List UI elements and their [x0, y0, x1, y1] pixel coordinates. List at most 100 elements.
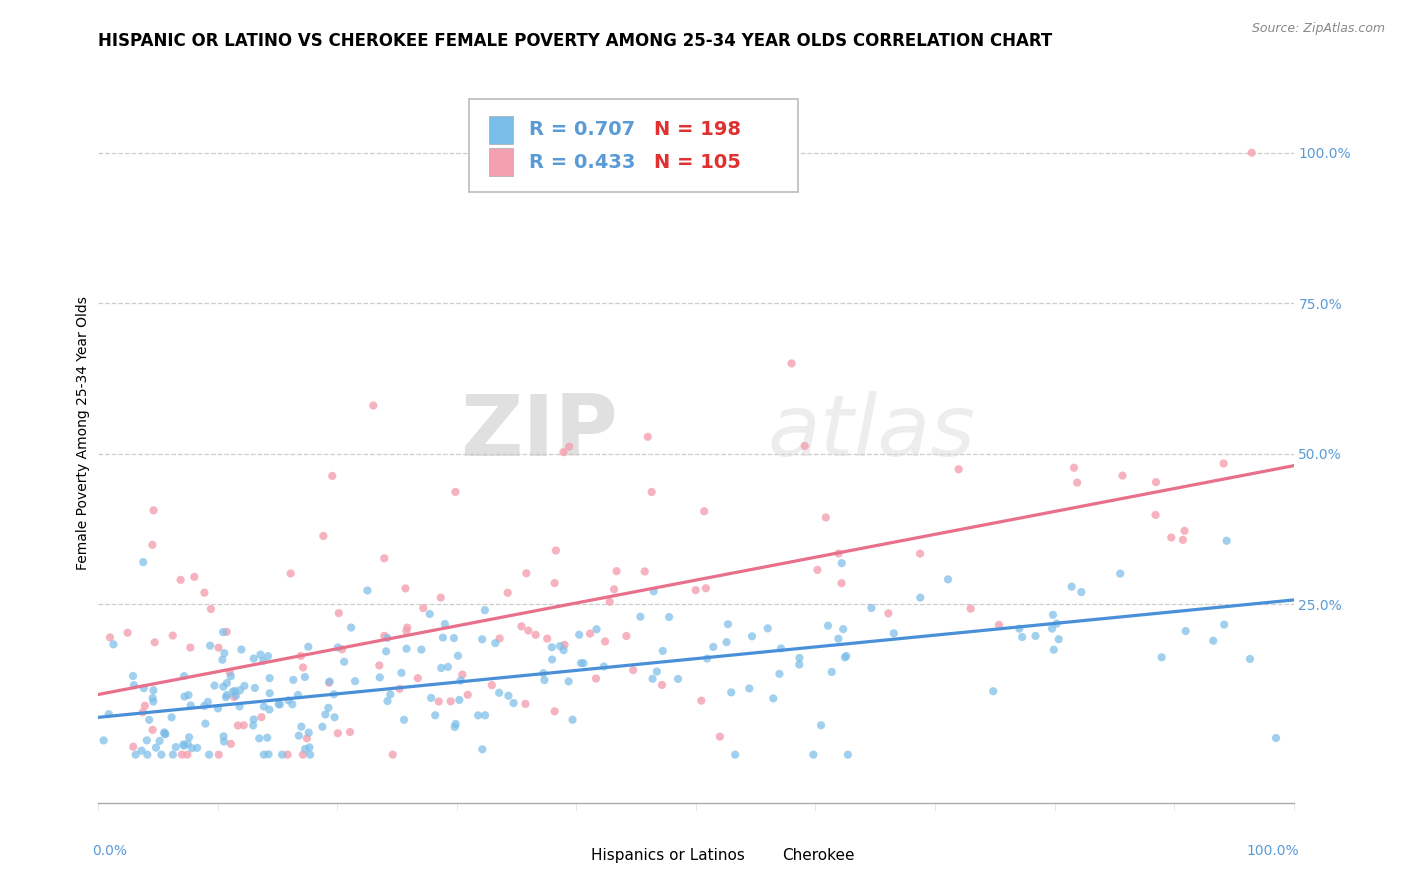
Point [198, 747, 221, 762]
Point [533, 673, 555, 687]
Point [481, 678, 503, 692]
Point [543, 576, 565, 591]
Point [780, 356, 803, 370]
Point [250, 710, 273, 724]
Point [1213, 617, 1236, 632]
Point [1066, 475, 1088, 490]
Point [1011, 630, 1033, 644]
Point [395, 624, 418, 638]
Point [406, 671, 429, 685]
Point [212, 680, 235, 694]
Point [295, 731, 318, 746]
Point [834, 650, 856, 665]
Point [229, 683, 252, 698]
Point [132, 555, 155, 569]
Point [253, 699, 276, 714]
Point [741, 629, 763, 643]
Point [605, 564, 627, 578]
Point [1150, 650, 1173, 665]
Point [554, 638, 576, 652]
Point [510, 619, 533, 633]
Point [277, 693, 299, 707]
Point [318, 674, 340, 689]
Point [326, 640, 349, 655]
Point [756, 621, 779, 635]
Point [249, 648, 271, 662]
Point [444, 484, 467, 499]
Point [142, 695, 165, 709]
Point [269, 698, 291, 712]
Point [484, 636, 506, 650]
Point [440, 694, 463, 708]
Point [377, 631, 399, 645]
Point [224, 684, 246, 698]
Point [125, 747, 148, 762]
Point [247, 731, 270, 746]
Point [98, 631, 121, 645]
Point [363, 399, 385, 413]
Point [835, 648, 858, 663]
Point [392, 713, 415, 727]
Point [793, 439, 815, 453]
Point [257, 747, 280, 762]
Point [177, 688, 200, 702]
Point [1212, 457, 1234, 471]
Point [1265, 731, 1288, 745]
Point [810, 718, 832, 732]
Point [141, 538, 163, 552]
Point [373, 551, 395, 566]
Point [177, 737, 200, 751]
Point [212, 729, 235, 743]
Point [218, 665, 240, 680]
Point [215, 676, 238, 690]
Point [132, 705, 155, 719]
Point [318, 675, 340, 690]
FancyBboxPatch shape [489, 148, 513, 177]
Point [231, 642, 253, 657]
Point [498, 689, 520, 703]
Point [204, 679, 226, 693]
Point [451, 667, 474, 681]
FancyBboxPatch shape [558, 847, 582, 865]
Point [720, 685, 742, 699]
Point [444, 717, 467, 731]
Point [837, 747, 859, 762]
Point [640, 485, 662, 500]
Point [297, 640, 319, 654]
FancyBboxPatch shape [489, 116, 513, 144]
Point [135, 733, 157, 747]
Point [717, 617, 740, 632]
Point [122, 739, 145, 754]
Text: 100.0%: 100.0% [1247, 844, 1299, 857]
Text: 0.0%: 0.0% [93, 844, 128, 857]
Point [685, 583, 707, 598]
Y-axis label: Female Poverty Among 25-34 Year Olds: Female Poverty Among 25-34 Year Olds [76, 295, 90, 570]
Point [651, 678, 673, 692]
Point [122, 669, 145, 683]
Point [948, 462, 970, 476]
Point [474, 708, 496, 723]
Point [321, 468, 343, 483]
Point [1239, 652, 1261, 666]
Point [568, 628, 591, 642]
Point [558, 440, 581, 454]
Point [1070, 585, 1092, 599]
Point [959, 601, 981, 615]
Point [806, 563, 828, 577]
Point [257, 649, 280, 664]
Point [176, 747, 198, 762]
FancyBboxPatch shape [470, 99, 797, 192]
Point [432, 631, 454, 645]
Point [224, 690, 246, 704]
Point [488, 686, 510, 700]
Point [314, 707, 336, 722]
Point [117, 625, 139, 640]
Point [693, 504, 716, 518]
Text: N = 105: N = 105 [654, 153, 741, 172]
Point [803, 747, 825, 762]
Point [702, 640, 724, 654]
Point [311, 720, 333, 734]
Point [280, 566, 302, 581]
Point [696, 651, 718, 665]
Point [471, 632, 494, 647]
